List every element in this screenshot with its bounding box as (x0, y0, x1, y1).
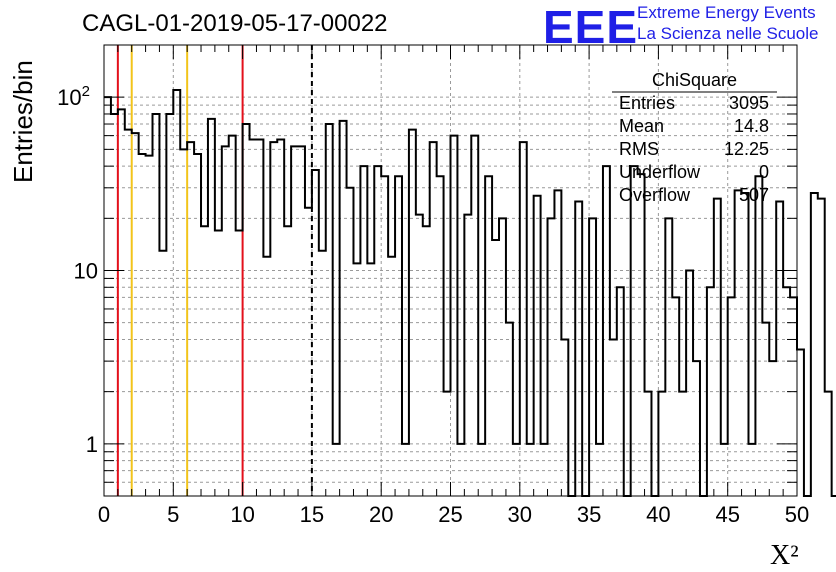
x-tick-label: 15 (300, 502, 324, 527)
x-tick-label: 5 (167, 502, 179, 527)
stats-value: 507 (738, 185, 769, 205)
stats-value: 14.8 (733, 116, 769, 136)
x-tick-label: 35 (577, 502, 601, 527)
y-tick-label: 102 (57, 83, 90, 110)
eee-logo: EEE (543, 1, 639, 53)
brand-line-1: Extreme Energy Events (637, 3, 816, 22)
x-tick-label: 0 (98, 502, 110, 527)
stats-label: Underflow (619, 162, 701, 182)
stats-value: 12.25 (723, 139, 769, 159)
y-tick-label: 10 (74, 259, 98, 284)
stats-label: Mean (619, 116, 665, 136)
stats-label: RMS (619, 139, 659, 159)
stats-row-entries: Entries 3095 (619, 93, 769, 114)
x-axis-label: X² (770, 540, 799, 571)
y-tick-exponent: 2 (82, 83, 90, 100)
x-tick-label: 40 (646, 502, 670, 527)
stats-row-overflow: Overflow 507 (619, 185, 769, 206)
stats-row-underflow: Underflow 0 (619, 162, 769, 183)
x-tick-label: 25 (438, 502, 462, 527)
y-axis-label: Entries/bin (8, 60, 38, 183)
x-tick-label: 30 (508, 502, 532, 527)
x-tick-label: 45 (715, 502, 739, 527)
stats-label: Entries (619, 93, 676, 113)
x-tick-label: 20 (369, 502, 393, 527)
chart-title: CAGL-01-2019-05-17-00022 (82, 10, 388, 37)
stats-value: 3095 (728, 93, 769, 113)
stats-label: Overflow (619, 185, 691, 205)
stats-box-title: ChiSquare (651, 70, 738, 90)
brand-line-2: La Scienza nelle Scuole (637, 24, 819, 43)
x-tick-label: 10 (230, 502, 254, 527)
histogram-outline (104, 89, 836, 497)
y-tick-label: 1 (86, 432, 98, 457)
stats-row-rms: RMS 12.25 (619, 139, 769, 160)
stats-value: 0 (758, 162, 769, 182)
stats-row-mean: Mean 14.8 (619, 116, 769, 137)
x-tick-label: 50 (785, 502, 809, 527)
